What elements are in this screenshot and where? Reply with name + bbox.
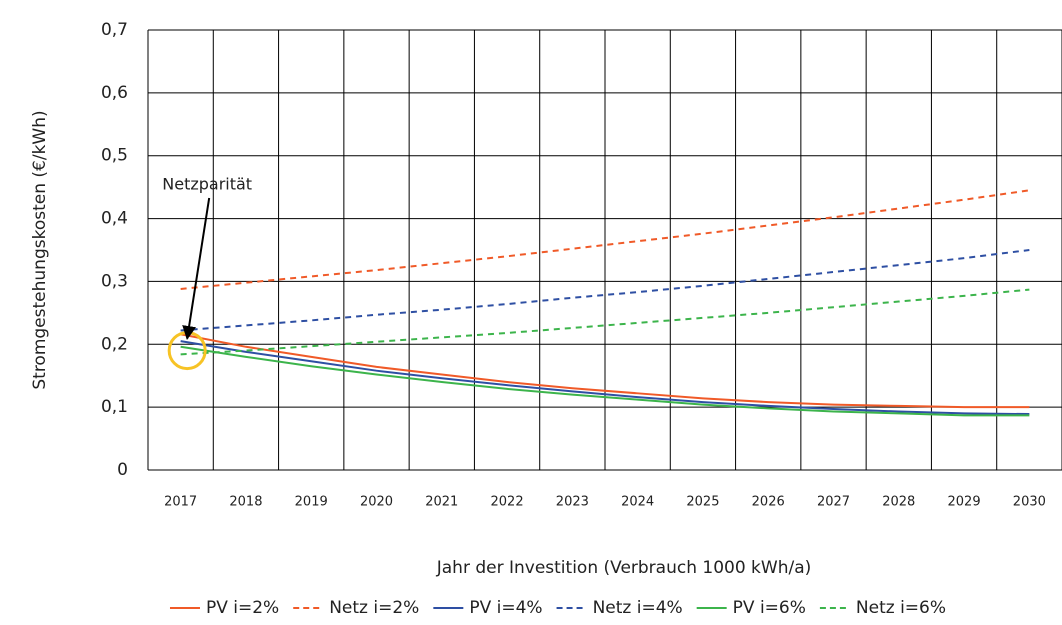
x-axis-label: Jahr der Investition (Verbrauch 1000 kWh… [436,558,812,578]
y-tick-label: 0 [117,460,128,480]
annotation-arrow [182,197,211,340]
x-tick-label: 2018 [229,495,262,510]
legend-label: PV i=6% [733,598,806,618]
x-tick-label: 2023 [556,495,589,510]
y-tick-label: 0,5 [101,146,128,166]
x-tick-label: 2021 [425,495,458,510]
legend-label: Netz i=2% [329,598,419,618]
x-tick-label: 2019 [295,495,328,510]
x-tick-label: 2022 [491,495,524,510]
series-line [180,333,1030,409]
y-axis-label: Stromgestehungskosten (€/kWh) [30,110,50,389]
y-tick-label: 0,4 [101,209,128,229]
series-line [180,345,1030,417]
legend-label: Netz i=6% [856,598,946,618]
series-line [180,340,1030,416]
series-line [180,288,1030,356]
legend-label: PV i=4% [469,598,542,618]
y-tick-label: 0,3 [101,271,128,291]
legend-label: PV i=2% [206,598,279,618]
x-tick-label: 2029 [948,495,981,510]
x-tick-label: 2017 [164,495,197,510]
y-tick-label: 0,7 [101,20,128,40]
y-tick-label: 0,1 [101,397,128,417]
x-tick-label: 2026 [752,495,785,510]
x-tick-label: 2024 [621,495,654,510]
y-tick-label: 0,2 [101,334,128,354]
legend-label: Netz i=4% [593,598,683,618]
y-tick-label: 0,6 [101,83,128,103]
x-tick-label: 2027 [817,495,850,510]
x-tick-label: 2020 [360,495,393,510]
x-tick-label: 2025 [686,495,719,510]
x-tick-label: 2030 [1013,495,1046,510]
x-tick-label: 2028 [882,495,915,510]
annotation-text: Netzparität [162,175,252,194]
